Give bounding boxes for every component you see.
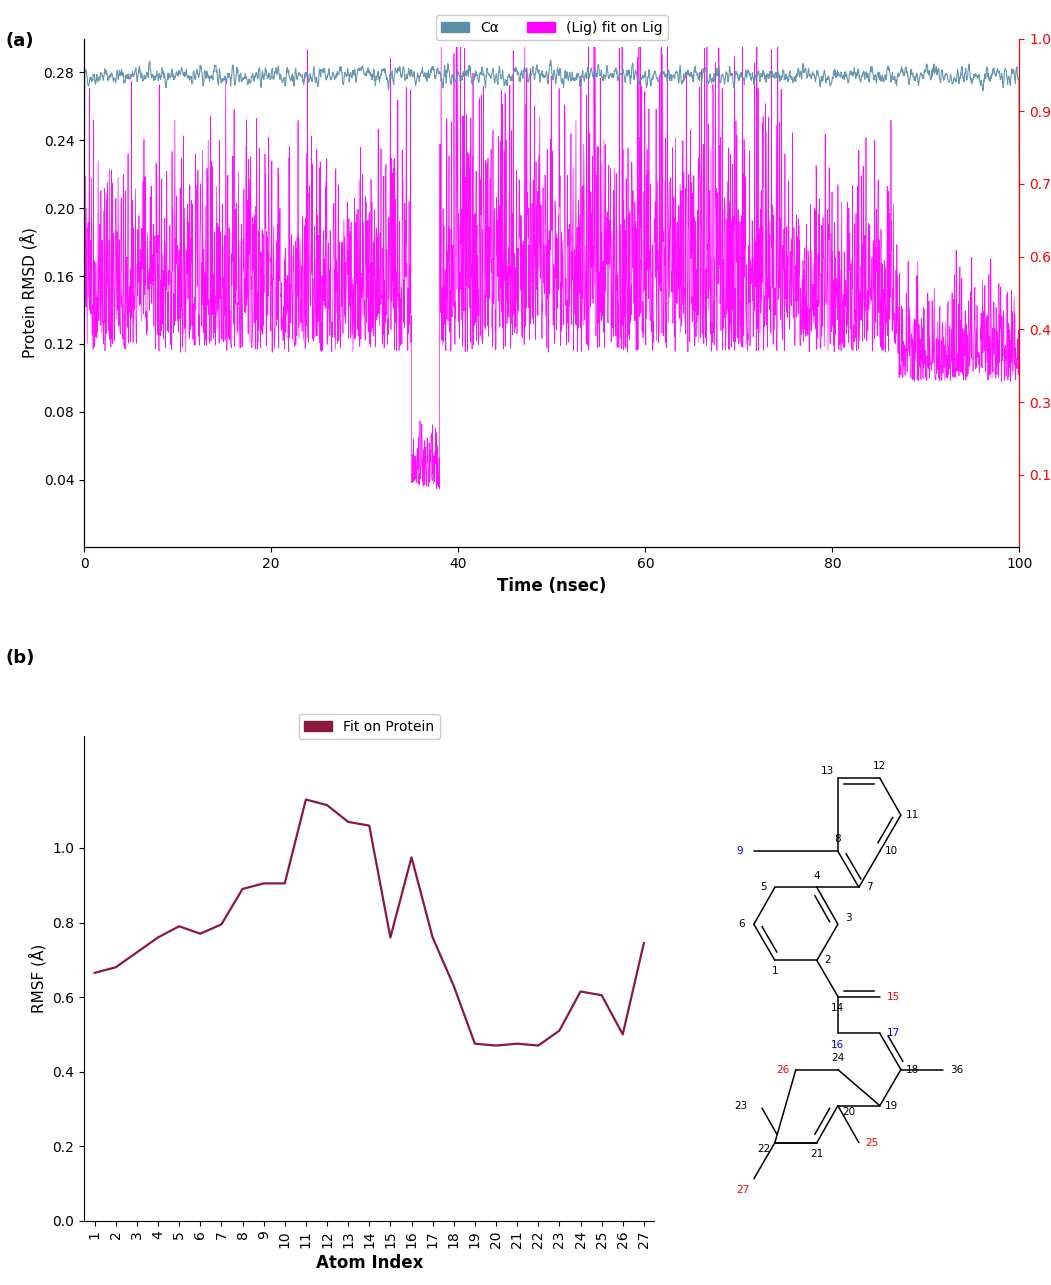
Text: 21: 21: [810, 1149, 824, 1159]
Text: 4: 4: [813, 870, 820, 880]
Text: 12: 12: [873, 762, 886, 771]
Text: 19: 19: [885, 1101, 899, 1110]
Y-axis label: Protein RMSD (Å): Protein RMSD (Å): [20, 227, 38, 359]
Text: 9: 9: [737, 847, 743, 856]
Text: 1: 1: [771, 966, 778, 977]
Text: 20: 20: [842, 1108, 856, 1118]
Text: 2: 2: [824, 955, 831, 965]
Text: 5: 5: [761, 883, 767, 892]
Text: 27: 27: [737, 1185, 749, 1195]
Text: 11: 11: [906, 810, 920, 820]
Text: 25: 25: [866, 1137, 879, 1148]
Text: 6: 6: [738, 919, 744, 929]
Text: 36: 36: [950, 1064, 963, 1074]
Text: 7: 7: [866, 883, 873, 892]
Text: (b): (b): [5, 649, 35, 667]
X-axis label: Time (nsec): Time (nsec): [497, 577, 606, 595]
Text: 18: 18: [906, 1064, 920, 1074]
Text: 16: 16: [831, 1041, 845, 1050]
X-axis label: Atom Index: Atom Index: [315, 1254, 423, 1272]
Y-axis label: RMSF (Å): RMSF (Å): [29, 943, 47, 1013]
Text: 26: 26: [776, 1064, 789, 1074]
Text: 13: 13: [821, 766, 833, 776]
Text: 3: 3: [845, 912, 852, 923]
Text: 22: 22: [758, 1145, 770, 1154]
Text: 17: 17: [887, 1028, 900, 1038]
Legend: Fit on Protein: Fit on Protein: [298, 714, 439, 739]
Text: 23: 23: [735, 1101, 748, 1110]
Text: 15: 15: [887, 992, 900, 1001]
Text: 24: 24: [831, 1052, 845, 1063]
Text: 8: 8: [834, 834, 841, 844]
Text: 14: 14: [831, 1004, 845, 1014]
Legend: Cα, (Lig) fit on Lig: Cα, (Lig) fit on Lig: [436, 15, 667, 40]
Text: (a): (a): [5, 32, 34, 50]
Text: 10: 10: [885, 847, 899, 856]
